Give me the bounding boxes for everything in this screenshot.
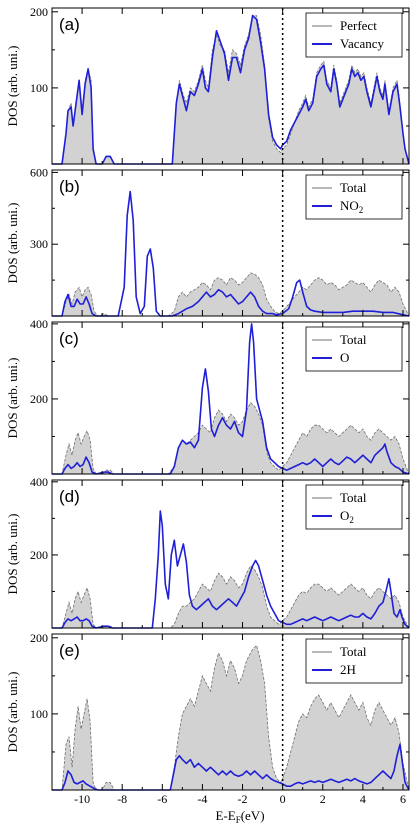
y-axis-label: DOS (arb. uni.) — [5, 672, 20, 753]
panel-frame — [51, 169, 410, 317]
y-axis-label: DOS (arb. uni.) — [5, 514, 20, 595]
legend-subscript: 2 — [359, 205, 364, 215]
legend-box — [305, 174, 403, 220]
x-tick-label: -10 — [74, 792, 90, 806]
legend-blue-label: O — [340, 350, 349, 365]
x-tick-label: 4 — [360, 792, 366, 806]
legend-gray-label: Total — [340, 490, 367, 505]
panel-label: (c) — [59, 329, 79, 348]
y-tick-label: 400 — [30, 317, 48, 331]
panel-e: 100 200 DOS (arb. uni.) (e) Total 2H — [5, 631, 410, 791]
y-tick-label: 300 — [30, 237, 48, 251]
panel-label: (e) — [59, 641, 80, 660]
x-tick-label: 0 — [280, 792, 286, 806]
panel-label: (d) — [59, 487, 80, 506]
x-tick-label: -4 — [197, 792, 207, 806]
x-axis: E-EF(eV) -10 -8 -6 -4 -2 0 2 4 6 — [74, 792, 406, 825]
y-tick-label: 100 — [30, 707, 48, 721]
x-tick-label: 6 — [400, 792, 406, 806]
x-axis-label: E-EF(eV) — [215, 808, 264, 825]
legend-box — [305, 12, 403, 58]
panel-label: (a) — [59, 15, 80, 34]
legend-blue-label: 2H — [340, 662, 356, 677]
y-tick-label: 200 — [30, 548, 48, 562]
gray-area — [52, 402, 409, 474]
y-tick-label: 200 — [30, 5, 48, 19]
legend-box — [305, 326, 403, 372]
legend-blue-label: NO2 — [340, 198, 363, 215]
panel-frame — [51, 479, 410, 629]
legend-subscript: 2 — [349, 515, 354, 525]
y-axis-label: DOS (arb. uni.) — [5, 203, 20, 284]
gray-line — [52, 272, 410, 317]
gray-line — [52, 565, 410, 629]
legend-blue-label: Vacancy — [340, 36, 385, 51]
panel-c: 200 400 DOS (arb. uni.) (c) Total O — [5, 317, 410, 475]
x-tick-label: -8 — [117, 792, 127, 806]
panel-a: 100 200 DOS (arb. uni.) (a) Perfect Vacancy — [5, 5, 410, 165]
legend-gray-label: Total — [340, 644, 367, 659]
x-tick-label: 2 — [320, 792, 326, 806]
gray-area — [52, 15, 409, 164]
legend-gray-label: Total — [340, 332, 367, 347]
legend-gray-label: Total — [340, 180, 367, 195]
gray-area — [52, 645, 409, 790]
blue-line — [52, 510, 410, 629]
blue-line — [52, 190, 410, 317]
y-tick-label: 200 — [30, 631, 48, 645]
y-tick-label: 100 — [30, 81, 48, 95]
blue-line — [52, 14, 410, 165]
legend-box — [305, 484, 403, 530]
y-axis-label: DOS (arb. uni.) — [5, 358, 20, 439]
legend-gray-label: Perfect — [340, 18, 377, 33]
y-tick-label: 200 — [30, 392, 48, 406]
y-axis-label: DOS (arb. uni.) — [5, 46, 20, 127]
legend-box — [305, 638, 403, 684]
x-tick-label: -6 — [157, 792, 167, 806]
panel-b: 300 600 DOS (arb. uni.) (b) Total NO2 — [5, 165, 410, 317]
panel-frame — [51, 633, 410, 791]
panel-label: (b) — [59, 177, 80, 196]
panel-frame — [51, 7, 410, 165]
y-tick-label: 600 — [30, 165, 48, 179]
x-tick-label: -2 — [238, 792, 248, 806]
gray-area — [52, 565, 409, 628]
blue-line — [52, 323, 410, 475]
panels-group: 100 200 DOS (arb. uni.) (a) Perfect Vacancy 30… — [5, 5, 410, 791]
panel-frame — [51, 321, 410, 475]
y-tick-label: 400 — [30, 475, 48, 489]
